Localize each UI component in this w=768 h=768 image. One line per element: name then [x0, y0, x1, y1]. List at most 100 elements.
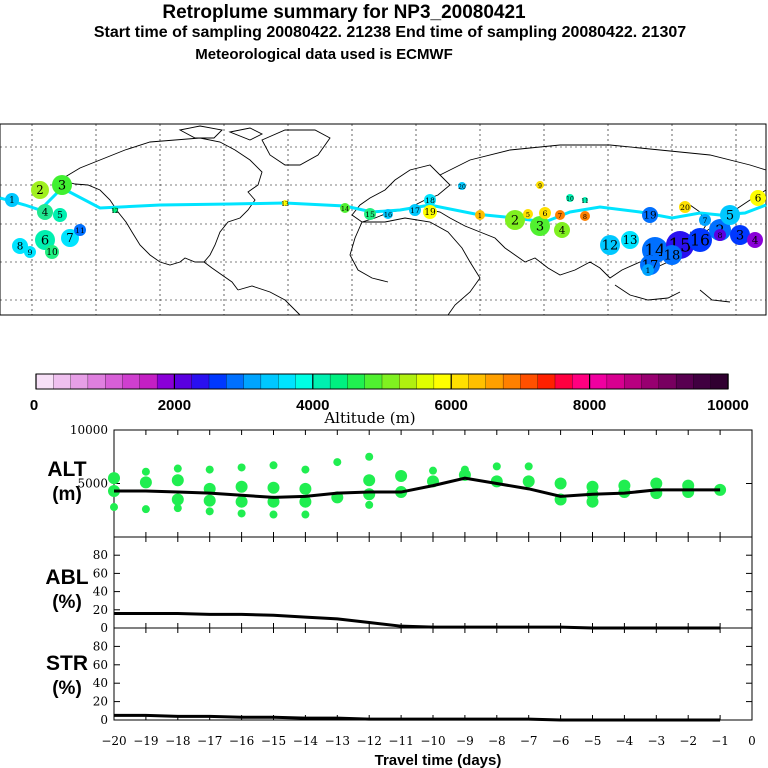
- x-axis-label: Travel time (days): [375, 752, 502, 768]
- colorbar-cell: [537, 373, 556, 390]
- x-tick-label: −10: [420, 734, 445, 748]
- str-line: [114, 713, 721, 722]
- plume-day-label: 20: [680, 203, 690, 212]
- plume-marker: [580, 211, 590, 221]
- sampling-times: Start time of sampling 20080422. 21238 E…: [93, 24, 687, 41]
- x-tick-label: −11: [388, 734, 413, 748]
- plume-marker: [53, 208, 67, 222]
- plume-day-label: 5: [57, 211, 63, 221]
- coastline-arctic-islands: [178, 125, 264, 141]
- particle-marker: [269, 461, 278, 470]
- particle-marker: [395, 470, 408, 483]
- y-tick-label: 20: [93, 695, 108, 709]
- coastline-central-america: [203, 261, 239, 291]
- x-tick-label: 0: [748, 734, 756, 748]
- plume-day-label: 11: [581, 198, 589, 205]
- plume-marker: [37, 204, 53, 220]
- plume-marker: [699, 214, 711, 226]
- colorbar-cell: [554, 373, 573, 390]
- colorbar-cell: [70, 373, 89, 390]
- plume-marker: [642, 207, 658, 223]
- abl-line: [114, 611, 721, 630]
- met-data-note: Meteorological data used is ECMWF: [195, 46, 453, 63]
- plume-marker: [364, 208, 376, 220]
- colorbar-tick-label: 8000: [573, 397, 606, 414]
- colorbar-tick-label: 0: [30, 397, 38, 414]
- particle-marker: [139, 476, 152, 489]
- particle-marker: [173, 504, 182, 513]
- plume-day-label: 20: [458, 184, 466, 191]
- x-tick-label: −16: [229, 734, 254, 748]
- particle-marker: [267, 481, 280, 494]
- plume-marker: [730, 225, 750, 245]
- plume-marker: [35, 230, 55, 250]
- plume-day-label: 7: [66, 231, 73, 245]
- y-tick-label: 40: [93, 585, 108, 599]
- coastline-greenland: [261, 129, 331, 166]
- plume-marker: [523, 209, 533, 219]
- plume-marker: [424, 194, 436, 206]
- alt-panel-unit: (m): [52, 484, 82, 505]
- colorbar-cell: [174, 373, 193, 390]
- plume-marker: [750, 190, 766, 206]
- plume-marker: [31, 181, 49, 199]
- particle-marker: [141, 505, 150, 514]
- colorbar-cell: [520, 373, 539, 390]
- colorbar-cell: [87, 373, 106, 390]
- plume-marker: [714, 229, 726, 241]
- plume-marker: [24, 246, 36, 258]
- colorbar-cell: [416, 373, 435, 390]
- particle-marker: [524, 462, 533, 471]
- colorbar: 0 2000 4000 6000 8000 10000 Altitude (m): [30, 373, 749, 427]
- plume-day-label: 15: [365, 210, 375, 219]
- plume-day-label: 1: [478, 212, 482, 220]
- plume-day-label: 9: [28, 248, 33, 257]
- x-tick-label: −18: [165, 734, 190, 748]
- plume-marker: [555, 210, 565, 220]
- plume-marker: [423, 205, 437, 219]
- str-panel-label: STR: [46, 652, 88, 675]
- plume-marker: [12, 238, 28, 254]
- colorbar-tick-label: 10000: [707, 397, 749, 414]
- particle-marker: [269, 510, 278, 519]
- plume-day-label: 2: [36, 183, 43, 197]
- chart-title: Retroplume summary for NP3_20080421: [162, 2, 526, 23]
- abl-panel-unit: (%): [52, 592, 82, 613]
- plume-marker: [112, 207, 118, 213]
- y-tick-label: 0: [100, 713, 108, 727]
- particle-marker: [203, 494, 216, 507]
- colorbar-cell: [208, 373, 227, 390]
- colorbar-tick-label: 4000: [296, 397, 329, 414]
- plume-day-label: 4: [42, 207, 49, 219]
- colorbar-cell: [381, 373, 400, 390]
- colorbar-cell: [347, 373, 366, 390]
- y-tick-label: 5000: [77, 477, 108, 491]
- particle-marker: [205, 465, 214, 474]
- x-tick-label: −5: [584, 734, 602, 748]
- particle-marker: [171, 474, 184, 487]
- plume-day-label: 3: [736, 229, 744, 244]
- particle-marker: [554, 477, 567, 490]
- plume-marker: [642, 264, 654, 276]
- x-tick-label: −2: [679, 734, 697, 748]
- particle-marker: [429, 466, 437, 475]
- x-tick-label: −13: [325, 734, 350, 748]
- particle-marker: [333, 458, 342, 467]
- colorbar-tick-label: 2000: [158, 397, 191, 414]
- colorbar-cell: [693, 373, 712, 390]
- x-tick-label: −1: [711, 734, 729, 748]
- x-tick-label: −8: [488, 734, 506, 748]
- plume-day-label: 18: [664, 249, 681, 264]
- plume-day-label: 10: [566, 196, 574, 203]
- plume-marker: [539, 207, 551, 219]
- plume-day-label: 16: [384, 211, 392, 219]
- particle-marker: [235, 495, 248, 508]
- colorbar-cell: [606, 373, 625, 390]
- particle-marker: [365, 452, 374, 461]
- colorbar-ticks: 0 2000 4000 6000 8000 10000: [30, 374, 749, 414]
- plume-day-label: 8: [718, 231, 723, 240]
- plume-marker: [5, 193, 19, 207]
- colorbar-cell: [295, 373, 314, 390]
- x-tick-label: −19: [133, 734, 158, 748]
